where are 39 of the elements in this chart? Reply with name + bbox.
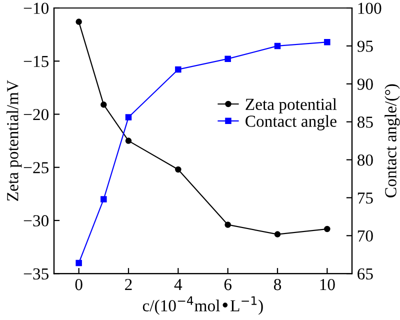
point: [76, 260, 82, 266]
y2-axis-title: Contact angle/(°): [384, 84, 400, 198]
x-tick-label: 6: [224, 278, 232, 290]
y-tick-label: −30: [24, 215, 49, 226]
y-axis-title: Zeta potential/mV: [6, 80, 22, 201]
y2-tick-label: 70: [358, 230, 373, 242]
point: [125, 138, 132, 144]
x-tick-label: 2: [125, 278, 132, 290]
y-tick-label: −25: [24, 162, 48, 174]
point: [224, 222, 231, 228]
point: [274, 42, 281, 50]
y-tick-label: −35: [24, 268, 48, 280]
x-tick-label: 0: [75, 278, 82, 290]
point: [274, 231, 281, 238]
y2-tick-label: 95: [357, 40, 373, 52]
legend-label: Contact angle: [246, 115, 336, 130]
y2-tick-label: 85: [357, 116, 373, 128]
point: [100, 102, 107, 108]
y2-tick-label: 80: [357, 154, 373, 166]
x-tick-label: 4: [174, 279, 182, 290]
legend-label: Zeta potential: [246, 98, 337, 114]
y2-tick-label: 65: [358, 268, 373, 280]
point: [224, 56, 231, 62]
point: [175, 66, 182, 73]
y-tick-label: −20: [24, 108, 49, 120]
x-tick-label: 10: [320, 278, 335, 290]
y2-tick-label: 90: [357, 78, 373, 90]
point: [100, 196, 107, 202]
y-tick-label: −10: [24, 2, 49, 14]
point: [76, 18, 82, 25]
point: [324, 226, 330, 232]
point: [125, 114, 132, 120]
x-axis-title: c/(10$^{−4}$mol•L$^{−1}$): [142, 296, 263, 315]
point: [175, 166, 182, 173]
point: [324, 39, 330, 46]
y2-tick-label: 75: [358, 192, 373, 204]
x-tick-label: 8: [274, 278, 282, 290]
y-tick-label: −15: [24, 56, 48, 68]
y2-tick-label: 100: [358, 2, 382, 14]
